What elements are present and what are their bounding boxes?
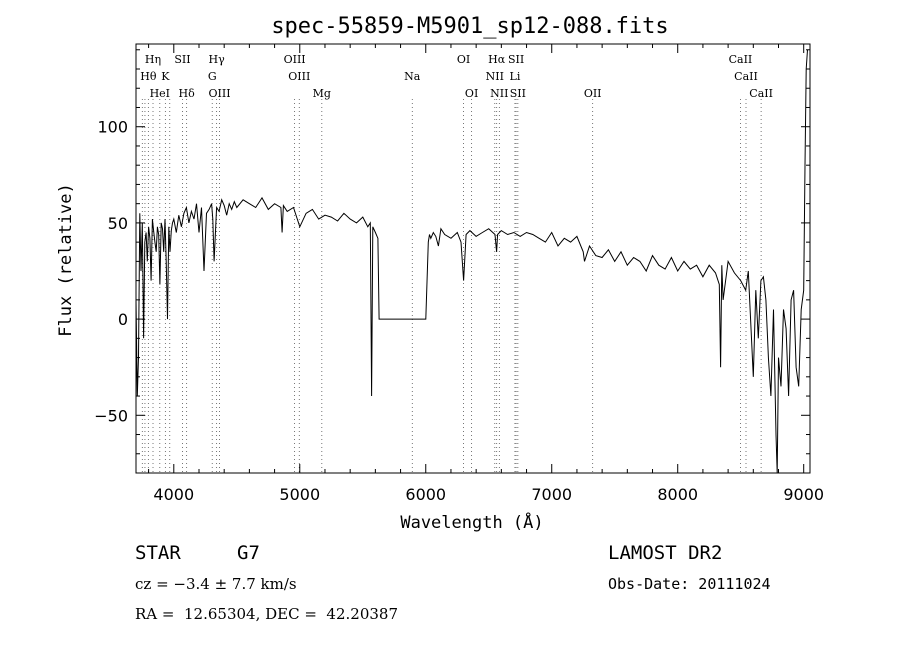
y-tick-label: −50: [94, 406, 128, 425]
redshift-cz: cz = −3.4 ± 7.7 km/s: [135, 575, 297, 593]
object-class: STAR: [135, 542, 181, 564]
spectrum-chart: spec-55859-M5901_sp12-088.fits Hη SII Hγ OI…: [56, 14, 824, 533]
y-axis-label: Flux (relative): [56, 183, 76, 337]
x-tick-label: 8000: [657, 485, 698, 504]
chart-title: spec-55859-M5901_sp12-088.fits: [271, 14, 668, 39]
observation-date: Obs-Date: 20111024: [608, 575, 771, 593]
y-tick-label: 100: [97, 118, 128, 137]
line-marker-label: OI: [457, 53, 470, 66]
line-marker-label: G: [208, 70, 217, 83]
y-tick-label: 50: [108, 214, 128, 233]
line-marker-label: CaII: [734, 70, 758, 83]
line-marker-label: CaII: [749, 87, 773, 100]
spectral-line-markers: [141, 99, 762, 473]
line-marker-label: OI: [465, 87, 478, 100]
line-marker-label: OII: [584, 87, 602, 100]
line-marker-label: Hγ: [209, 53, 226, 66]
object-subclass: G7: [237, 542, 260, 564]
line-marker-label: SII: [508, 53, 524, 66]
axis-ticks: 4000 5000 6000 7000 8000 9000 −50 0 50 100: [94, 44, 824, 504]
line-marker-label: Li: [510, 70, 521, 83]
line-marker-label: Hθ: [140, 70, 157, 83]
line-marker-label: Hδ: [179, 87, 196, 100]
line-marker-label: Hη: [145, 53, 161, 66]
line-marker-label: NII: [490, 87, 508, 100]
line-marker-label: SII: [174, 53, 190, 66]
line-marker-label: CaII: [729, 53, 753, 66]
line-marker-label: OIII: [288, 70, 310, 83]
line-marker-label: HeI: [150, 87, 170, 100]
line-marker-label: OIII: [208, 87, 230, 100]
line-marker-label: Hα: [488, 53, 506, 66]
x-tick-label: 4000: [153, 485, 194, 504]
line-marker-label: NII: [486, 70, 504, 83]
x-tick-label: 6000: [405, 485, 446, 504]
sky-coordinates: RA = 12.65304, DEC = 42.20387: [135, 605, 399, 623]
x-tick-label: 7000: [531, 485, 572, 504]
survey-name: LAMOST DR2: [608, 542, 723, 564]
line-marker-label: K: [161, 70, 170, 83]
plot-frame: [135, 43, 811, 474]
x-axis-label: Wavelength (Å): [400, 511, 543, 533]
line-marker-label: SII: [510, 87, 526, 100]
spectrum-line: [135, 49, 808, 474]
x-tick-label: 5000: [279, 485, 320, 504]
y-tick-label: 0: [118, 310, 128, 329]
line-marker-label: Na: [404, 70, 421, 83]
line-marker-label: OIII: [284, 53, 306, 66]
x-tick-label: 9000: [783, 485, 824, 504]
line-marker-label: Mg: [313, 87, 331, 100]
